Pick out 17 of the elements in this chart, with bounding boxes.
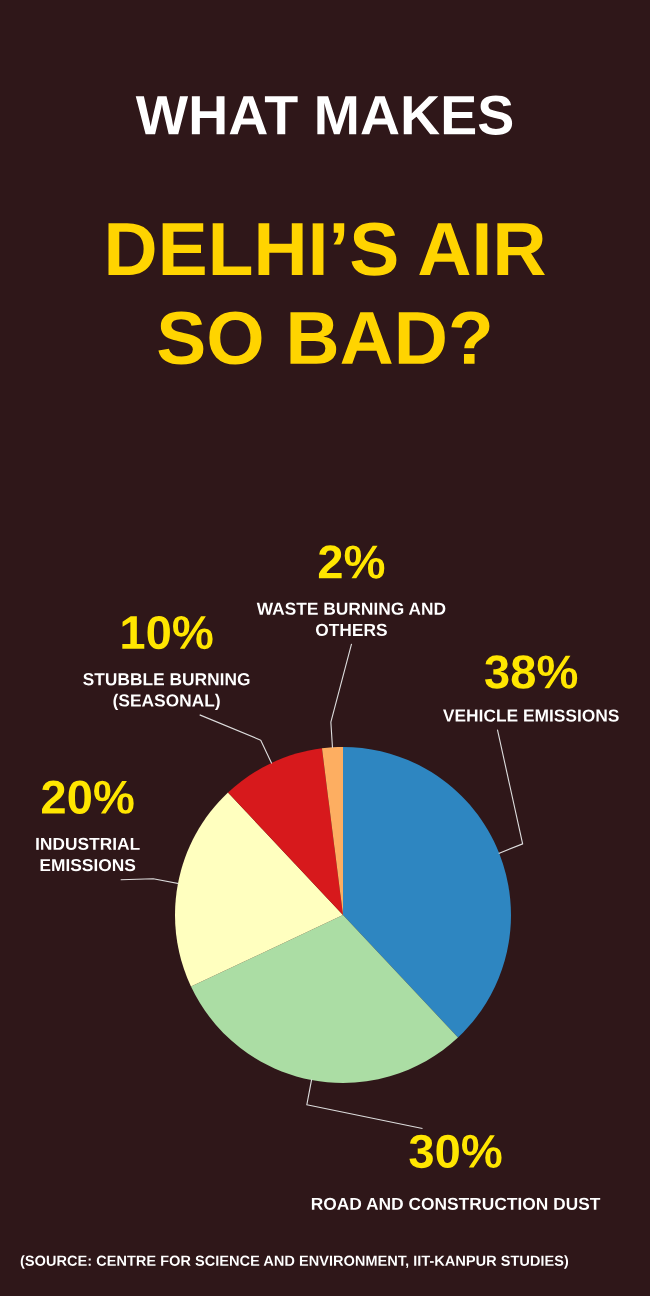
pie-slice bbox=[343, 747, 511, 1038]
data-label: 10% bbox=[122, 615, 213, 650]
chart-subtitle: DELHI’S AIR SO BAD? bbox=[108, 222, 545, 365]
data-label: 38% bbox=[484, 655, 578, 689]
pie-slice bbox=[228, 748, 343, 915]
slice-label: STUBBLE BURNING (SEASONAL) bbox=[83, 673, 250, 711]
slice-label: ROAD AND CONSTRUCTION DUST bbox=[311, 1197, 601, 1210]
data-label: 30% bbox=[409, 1134, 502, 1169]
slice-label: WASTE BURNING AND OTHERS bbox=[256, 602, 446, 637]
data-label: 20% bbox=[42, 780, 134, 814]
chart-title: WHAT MAKES bbox=[135, 95, 513, 135]
data-label: 2% bbox=[318, 545, 385, 579]
text: (SOURCE: CENTRE FOR SCIENCE AND ENVIRONMENT, IIT-KANPUR STUDIES) bbox=[20, 1255, 569, 1269]
slice-label: VEHICLE EMISSIONS bbox=[443, 709, 619, 722]
slice-label: INDUSTRIAL EMISSIONS bbox=[36, 837, 140, 872]
pie-slice bbox=[175, 792, 343, 987]
pie-slice bbox=[190, 915, 458, 1083]
